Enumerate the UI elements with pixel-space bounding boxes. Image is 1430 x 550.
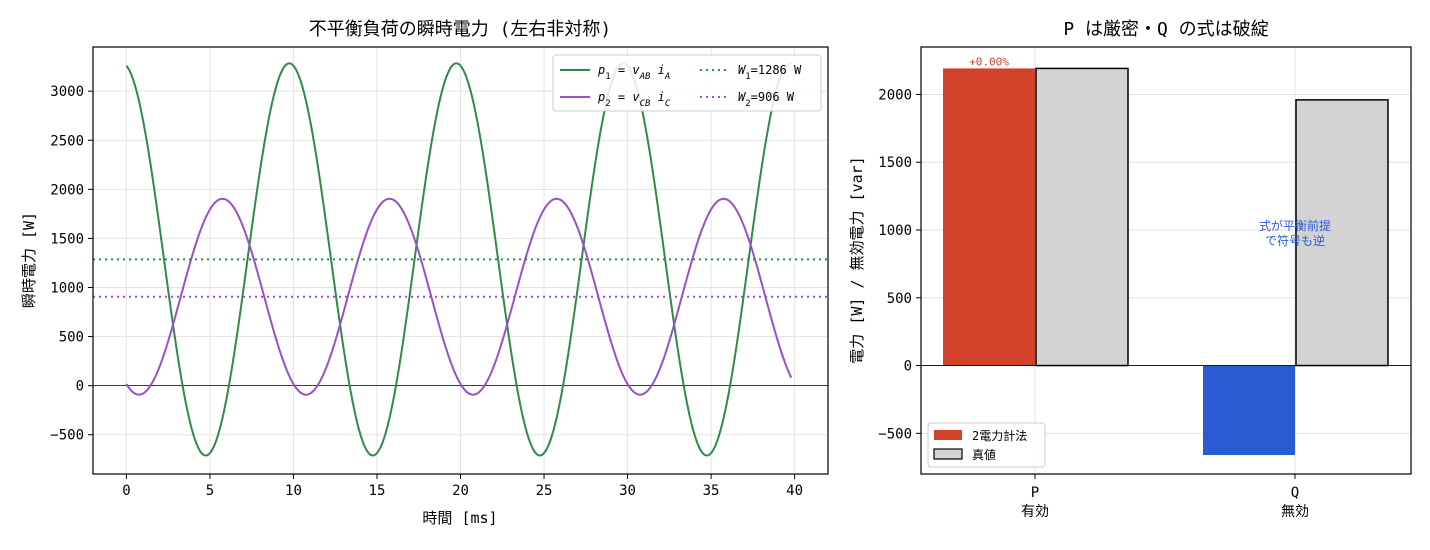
left-legend: p1 = vAB iA p2 = vCB iC W1=1286 W W2=906 W: [552, 54, 822, 112]
x-tick-label: 15: [369, 483, 386, 499]
legend-label: p2 = vCB iC: [597, 90, 671, 109]
x-tick-label: 35: [703, 483, 720, 499]
x-tick-label: 25: [536, 483, 553, 499]
legend-label: 真値: [972, 447, 996, 462]
left-chart-title: 不平衡負荷の瞬時電力 (左右非対称): [309, 19, 612, 40]
y-tick-label: 1000: [50, 280, 84, 296]
y-tick-label: 1500: [878, 155, 912, 171]
annotation-percent: +0.00%: [969, 55, 1009, 68]
y-tick-label: 0: [76, 379, 84, 395]
x-tick-label: 無効: [1281, 504, 1309, 520]
y-tick-label: 0: [904, 359, 912, 375]
y-tick-label: 3000: [50, 84, 84, 100]
y-tick-label: 2500: [50, 133, 84, 149]
bar-true-value: [1295, 99, 1389, 367]
left-chart: 0 5 10 15 20 25 30 35 40 −500 0 500 1000 1500 2000 2500…: [20, 19, 829, 527]
legend-label: W2=906 W: [738, 90, 795, 109]
y-tick-label: 1000: [878, 223, 912, 239]
legend-label: 2電力計法: [972, 428, 1027, 443]
left-x-axis-label: 時間 [ms]: [422, 509, 497, 527]
x-tick-label: 40: [786, 483, 803, 499]
legend-swatch: [933, 448, 963, 460]
bar-two-wattmeter: [943, 68, 1035, 366]
legend-label: p1 = vAB iA: [597, 63, 670, 82]
left-y-axis-label: 瞬時電力 [W]: [20, 212, 38, 308]
series-line-2: [125, 197, 793, 396]
bar-true-value: [1035, 67, 1129, 367]
legend-label: W1=1286 W: [738, 63, 802, 82]
x-tick-label: Q: [1291, 485, 1299, 501]
right-plot-frame: [920, 46, 1412, 475]
legend-swatch: [934, 430, 962, 440]
x-tick-label: P: [1031, 485, 1039, 501]
x-tick-label: 30: [619, 483, 636, 499]
y-tick-label: 1500: [50, 231, 84, 247]
annotation-note-line1: 式が平衡前提: [1259, 218, 1331, 233]
x-tick-label: 20: [452, 483, 469, 499]
bar-two-wattmeter: [1203, 365, 1295, 456]
series-line-1: [125, 62, 792, 457]
right-y-axis-label: 電力 [W] / 無効電力 [var]: [848, 156, 866, 363]
legend-box: [552, 54, 822, 112]
y-tick-label: 500: [887, 291, 912, 307]
y-tick-label: 2000: [50, 182, 84, 198]
y-tick-label: 500: [59, 330, 84, 346]
right-chart-title: P は厳密・Q の式は破綻: [1063, 19, 1268, 40]
x-tick-label: 10: [285, 483, 302, 499]
y-tick-label: 2000: [878, 87, 912, 103]
x-tick-label: 0: [122, 483, 130, 499]
x-tick-label: 5: [206, 483, 214, 499]
y-tick-label: −500: [878, 426, 912, 442]
y-tick-label: −500: [50, 428, 84, 444]
annotation-note-line2: で符号も逆: [1265, 233, 1325, 248]
x-tick-label: 有効: [1021, 504, 1049, 520]
